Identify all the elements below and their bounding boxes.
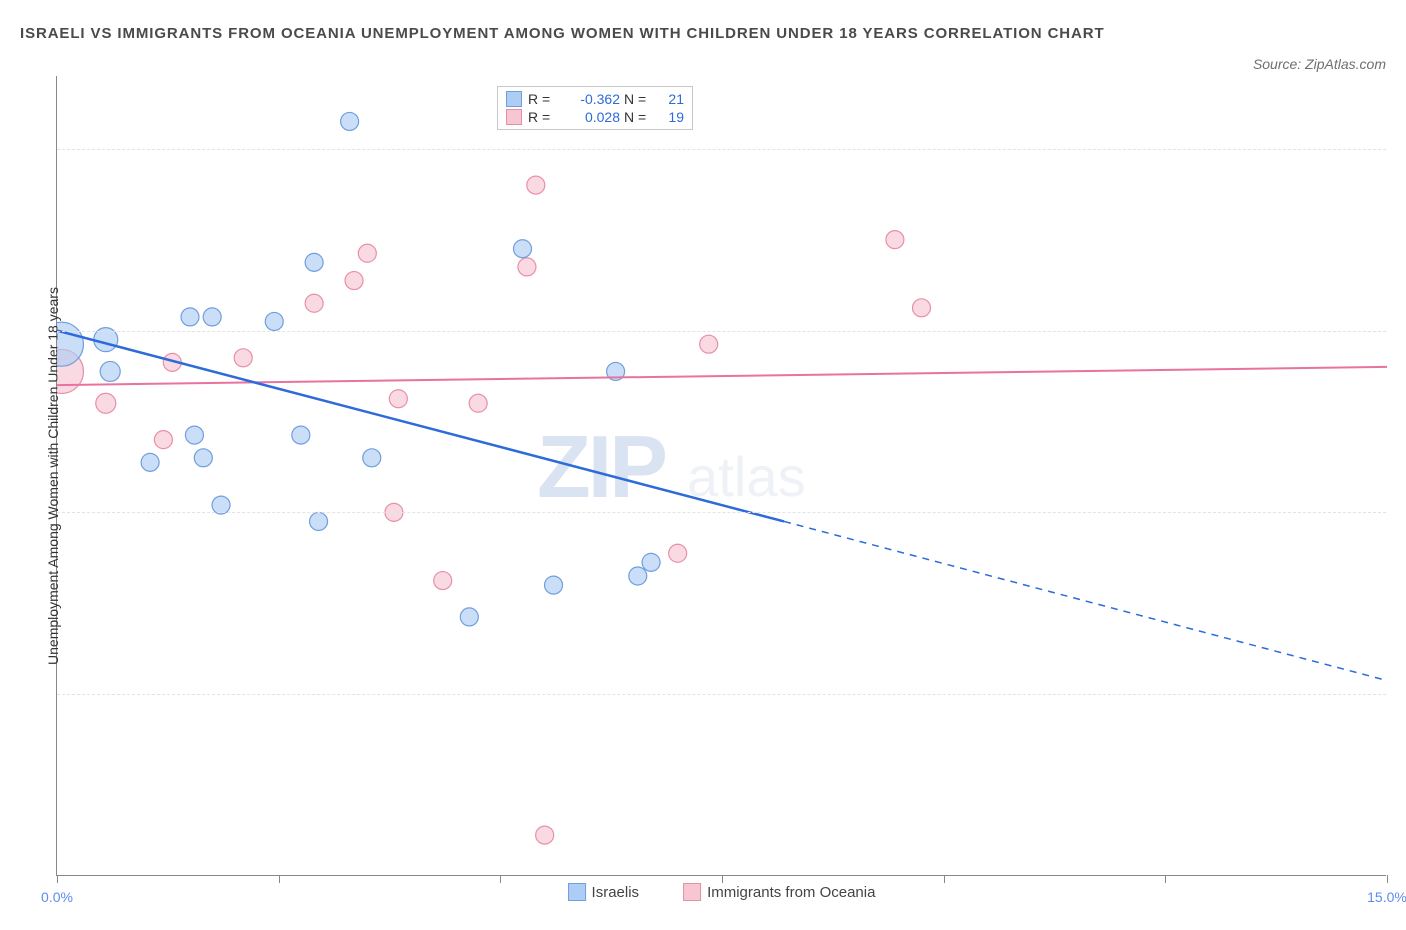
title-row: ISRAELI VS IMMIGRANTS FROM OCEANIA UNEMP… bbox=[20, 20, 1386, 72]
swatch-oceania-icon bbox=[506, 109, 522, 125]
legend: Israelis Immigrants from Oceania bbox=[568, 883, 876, 901]
correlation-chart: ISRAELI VS IMMIGRANTS FROM OCEANIA UNEMP… bbox=[20, 20, 1386, 876]
x-tick-label: 0.0% bbox=[41, 889, 73, 905]
stat-r-value-b: 0.028 bbox=[560, 109, 620, 125]
swatch-israelis-icon bbox=[506, 91, 522, 107]
legend-label: Israelis bbox=[592, 884, 640, 901]
stat-n-value-a: 21 bbox=[654, 91, 684, 107]
correlation-stat-box: R = -0.362 N = 21 R = 0.028 N = 19 bbox=[497, 86, 693, 130]
chart-title: ISRAELI VS IMMIGRANTS FROM OCEANIA UNEMP… bbox=[20, 20, 1105, 49]
stat-n-value-b: 19 bbox=[654, 109, 684, 125]
legend-item-oceania: Immigrants from Oceania bbox=[683, 883, 875, 901]
x-tick-label: 15.0% bbox=[1367, 889, 1406, 905]
stat-r-label: R = bbox=[528, 109, 556, 125]
legend-item-israelis: Israelis bbox=[568, 883, 640, 901]
plot-area: Unemployment Among Women with Children U… bbox=[56, 76, 1386, 876]
swatch-israelis-icon bbox=[568, 883, 586, 901]
swatch-oceania-icon bbox=[683, 883, 701, 901]
source-attribution: Source: ZipAtlas.com bbox=[1253, 20, 1386, 72]
stat-r-value-a: -0.362 bbox=[560, 91, 620, 107]
stat-n-label: N = bbox=[624, 109, 650, 125]
stat-n-label: N = bbox=[624, 91, 650, 107]
chart-svg bbox=[57, 76, 1387, 876]
stat-r-label: R = bbox=[528, 91, 556, 107]
legend-label: Immigrants from Oceania bbox=[707, 884, 875, 901]
